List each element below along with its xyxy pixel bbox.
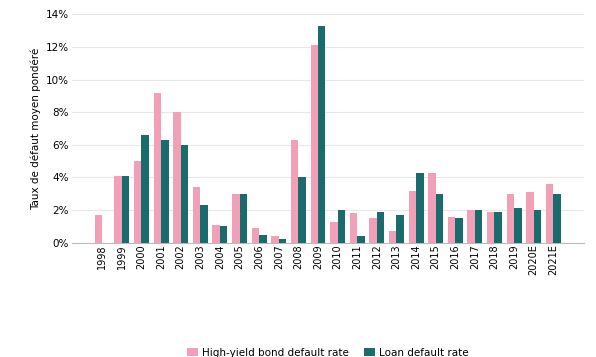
Bar bbox=[357, 236, 365, 243]
Bar bbox=[200, 205, 208, 243]
Bar bbox=[416, 172, 424, 243]
Bar bbox=[299, 177, 306, 243]
Bar bbox=[220, 226, 228, 243]
Bar bbox=[514, 208, 522, 243]
Bar bbox=[252, 228, 259, 243]
Bar bbox=[173, 112, 181, 243]
Bar bbox=[448, 217, 455, 243]
Bar bbox=[507, 194, 514, 243]
Bar bbox=[475, 210, 482, 243]
Bar bbox=[181, 145, 188, 243]
Bar bbox=[95, 215, 103, 243]
Bar bbox=[279, 240, 286, 243]
Bar bbox=[271, 236, 279, 243]
Bar bbox=[141, 135, 149, 243]
Bar bbox=[553, 194, 561, 243]
Bar bbox=[455, 218, 462, 243]
Bar bbox=[232, 194, 240, 243]
Bar bbox=[161, 140, 169, 243]
Bar bbox=[436, 194, 443, 243]
Bar bbox=[487, 212, 495, 243]
Bar bbox=[467, 210, 475, 243]
Bar bbox=[350, 213, 357, 243]
Bar bbox=[134, 161, 141, 243]
Bar bbox=[154, 92, 161, 243]
Bar bbox=[396, 215, 404, 243]
Bar bbox=[318, 26, 325, 243]
Bar bbox=[526, 192, 534, 243]
Bar bbox=[534, 210, 541, 243]
Bar bbox=[122, 176, 129, 243]
Bar bbox=[114, 176, 122, 243]
Bar bbox=[428, 172, 436, 243]
Bar bbox=[409, 191, 416, 243]
Bar bbox=[193, 187, 200, 243]
Bar bbox=[213, 225, 220, 243]
Bar bbox=[495, 212, 502, 243]
Bar bbox=[291, 140, 299, 243]
Bar bbox=[389, 231, 396, 243]
Bar bbox=[337, 210, 345, 243]
Y-axis label: Taux de défaut moyen pondéré: Taux de défaut moyen pondéré bbox=[31, 47, 42, 210]
Bar bbox=[377, 212, 384, 243]
Legend: High-yield bond default rate, Loan default rate: High-yield bond default rate, Loan defau… bbox=[183, 344, 473, 357]
Bar bbox=[546, 184, 553, 243]
Bar bbox=[330, 222, 337, 243]
Bar bbox=[370, 218, 377, 243]
Bar bbox=[311, 45, 318, 243]
Bar bbox=[259, 235, 266, 243]
Bar bbox=[240, 194, 247, 243]
